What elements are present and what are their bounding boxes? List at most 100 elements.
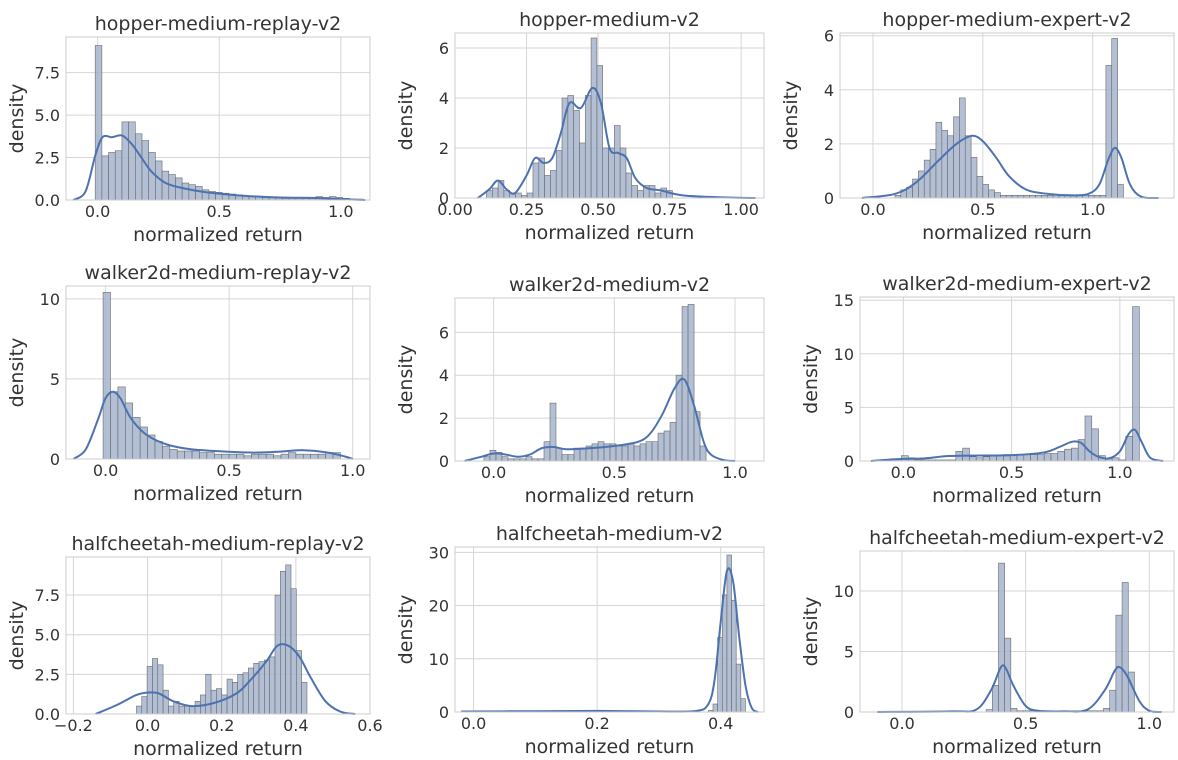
y-tick-label: 4: [824, 81, 834, 100]
histogram-bar: [242, 672, 249, 715]
histogram-bar: [189, 705, 196, 715]
histogram-bar: [94, 45, 103, 201]
x-tick-label: 0.0: [481, 463, 506, 482]
histogram-bar: [959, 97, 966, 199]
histogram-bar: [663, 430, 671, 462]
histogram-bar: [543, 441, 551, 462]
histogram-bar: [285, 564, 292, 715]
x-tick-label: 0.2: [209, 716, 234, 735]
kde-curve: [870, 428, 1164, 462]
histogram-bar: [923, 159, 931, 199]
histogram-bar: [976, 176, 984, 199]
x-tick-label: 0.5: [970, 200, 995, 219]
histogram-bar: [280, 570, 286, 715]
histogram-bar: [269, 656, 276, 715]
x-tick-label: 1.00: [723, 200, 759, 219]
histogram-bar: [221, 453, 230, 460]
histogram-bar: [590, 37, 598, 199]
histogram-bar: [515, 192, 522, 199]
histogram-bar: [213, 453, 223, 460]
histogram-bar: [1132, 306, 1140, 462]
y-tick-label: 5.0: [35, 626, 60, 645]
y-tick-label: 6: [439, 323, 449, 342]
histogram-bar: [317, 453, 326, 460]
histogram-bar: [483, 456, 491, 462]
y-axis-label: density: [395, 345, 417, 415]
histogram-bar: [1071, 447, 1079, 462]
subplot-title: halfcheetah-medium-v2: [496, 523, 723, 545]
y-axis-label: density: [6, 601, 28, 671]
histogram-bar: [567, 454, 575, 462]
y-tick-label: 5.0: [35, 106, 60, 125]
y-axis-label: density: [6, 84, 28, 154]
histogram-bar: [184, 450, 193, 460]
histogram-bar: [301, 681, 308, 715]
histogram-bar: [555, 447, 563, 462]
histogram-bar: [996, 455, 1004, 462]
histogram-bar: [567, 95, 574, 199]
histogram-bar: [970, 157, 978, 199]
y-tick-label: 5: [844, 398, 854, 417]
histogram-bar: [998, 562, 1005, 713]
histogram-bar: [184, 705, 191, 715]
histogram-bar: [549, 402, 557, 462]
histogram-bar: [161, 170, 170, 201]
axes-frame: [859, 296, 1175, 462]
y-tick-label: 7.5: [35, 586, 60, 605]
histogram-bar: [152, 658, 159, 715]
x-tick-label: 0.0: [135, 716, 160, 735]
histogram-bar: [162, 445, 171, 460]
histogram-bar: [141, 140, 149, 201]
histogram-bar: [669, 422, 677, 462]
histogram-bar: [110, 391, 119, 460]
y-axis-label: density: [395, 595, 417, 665]
x-tick-label: 0.5: [999, 463, 1024, 482]
x-axis-label: normalized return: [525, 485, 695, 507]
x-tick-label: 0.50: [580, 200, 616, 219]
histogram-bar: [128, 121, 136, 201]
histogram-bar: [1057, 451, 1065, 462]
histogram-bar: [1084, 415, 1093, 462]
histogram-bar: [258, 453, 267, 460]
histogram-bar: [121, 121, 129, 201]
x-axis-label: normalized return: [922, 222, 1092, 244]
y-axis-label: density: [395, 81, 417, 151]
x-axis-label: normalized return: [133, 738, 303, 760]
subplot-0: 0.0 0.5 1.0 0.0 2.5 5.0 7.5 hopper-medium-repla…: [6, 13, 371, 246]
y-tick-label: 5: [844, 642, 854, 661]
histogram-bar: [525, 456, 533, 462]
kde-curve: [95, 643, 356, 715]
histogram-bar: [264, 659, 270, 715]
histogram-bar: [639, 443, 647, 462]
histogram-bar: [953, 116, 960, 199]
x-tick-label: 0.5: [206, 202, 231, 221]
y-tick-label: 2: [824, 135, 834, 154]
histogram-bar: [631, 185, 638, 199]
histogram-bar: [1117, 184, 1124, 199]
histogram-bar: [1105, 65, 1113, 199]
x-tick-label: 0.6: [357, 716, 382, 735]
histogram-bar: [633, 445, 641, 462]
x-axis-label: normalized return: [932, 485, 1102, 507]
histogram-bar: [687, 304, 695, 462]
y-tick-label: 0: [824, 189, 834, 208]
y-tick-label: 10: [429, 650, 449, 669]
histogram-bar: [1009, 455, 1018, 462]
y-tick-label: 0: [439, 189, 449, 208]
x-tick-label: 1.0: [1137, 714, 1162, 733]
y-tick-label: 0: [50, 450, 60, 469]
histogram-bar: [1103, 708, 1111, 713]
subplot-title: hopper-medium-v2: [519, 9, 700, 31]
histogram-bar: [532, 162, 540, 199]
histogram-bar: [310, 453, 319, 460]
histogram-bar: [136, 705, 143, 715]
histogram-bar: [491, 187, 499, 199]
y-tick-label: 6: [439, 39, 449, 58]
histogram-bar: [962, 447, 970, 462]
x-tick-label: 0.4: [283, 716, 308, 735]
y-tick-label: 2.5: [35, 665, 60, 684]
histogram-bar: [1064, 448, 1072, 462]
histogram-bar: [188, 184, 196, 201]
y-tick-label: 4: [439, 89, 449, 108]
